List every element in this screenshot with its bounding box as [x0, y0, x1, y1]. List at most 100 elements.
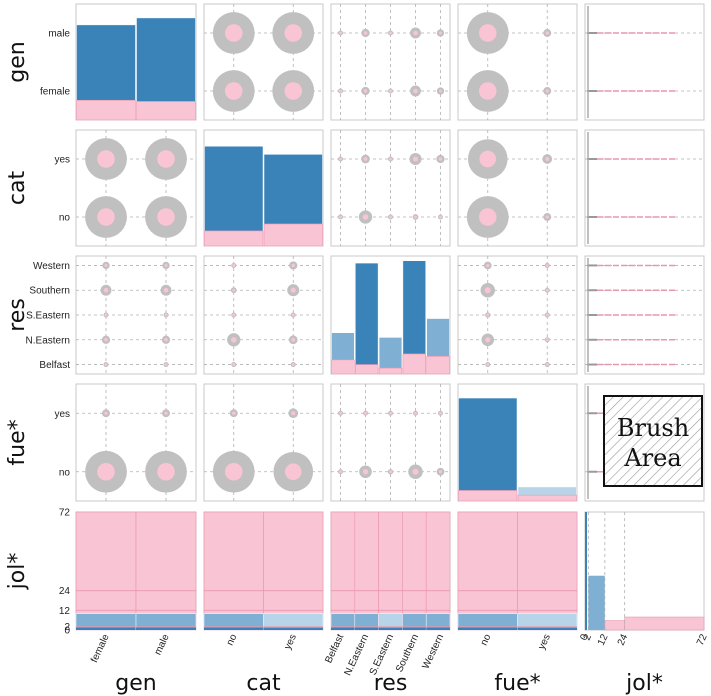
diag-highlight-male: [136, 101, 196, 121]
x-tick-label: male: [153, 632, 172, 657]
y-tick-label: Belfast: [39, 360, 70, 371]
diag-highlight-Southern: [402, 353, 426, 375]
highlight-circle: [224, 462, 243, 481]
diag-bar-N.Eastern: [355, 262, 379, 375]
highlight-circle: [389, 157, 392, 161]
y-tick-label: female: [40, 87, 70, 98]
highlight-circle: [478, 208, 497, 226]
x-tick-label: 0: [578, 632, 591, 642]
highlight-circle: [339, 89, 343, 93]
highlight-circle: [413, 215, 417, 219]
x-tick-label: yes: [536, 633, 553, 652]
panel-jol-cat: [203, 511, 324, 631]
highlight-circle: [545, 363, 549, 367]
hist-bar: [588, 575, 605, 630]
y-tick-label: no: [59, 467, 71, 478]
highlight-circle: [232, 313, 236, 317]
x-tick-label: Western: [421, 633, 447, 671]
y-tick-label: Southern: [29, 286, 70, 297]
column-variable-label: cat: [246, 671, 281, 696]
x-tick-label: no: [479, 632, 494, 647]
mosaic-cell-dark: [378, 627, 403, 630]
x-tick-label: 72: [695, 632, 710, 647]
highlight-circle: [478, 82, 497, 100]
column-variable-label: fue*: [494, 671, 540, 696]
highlight-circle: [104, 411, 108, 415]
highlight-circle: [545, 31, 549, 35]
highlight-circle: [164, 338, 168, 342]
highlight-circle: [157, 150, 175, 168]
highlight-circle: [164, 313, 168, 317]
x-tick-label: N.Eastern: [342, 633, 371, 678]
mosaic-cell: [263, 511, 324, 631]
mosaic-cell: [354, 511, 379, 631]
highlight-circle: [413, 411, 417, 415]
highlight-circle: [284, 82, 303, 100]
panel-fue-res: [330, 383, 451, 502]
mosaic-cell: [135, 511, 197, 631]
highlight-circle: [164, 263, 168, 267]
hist-bar: [585, 512, 587, 630]
mosaic-cell-dark: [426, 627, 450, 630]
highlight-circle: [486, 363, 490, 367]
highlight-circle: [363, 31, 368, 35]
highlight-circle: [389, 470, 392, 474]
highlight-circle: [339, 157, 343, 161]
panel-res-cat: [203, 255, 324, 375]
highlight-circle: [291, 363, 295, 367]
highlight-circle: [339, 411, 343, 415]
panel-jol-jol: [584, 511, 705, 631]
highlight-circle: [484, 287, 491, 294]
highlight-circle: [339, 215, 343, 219]
x-tick-label: no: [225, 632, 240, 647]
panel-res-fue: [457, 255, 578, 375]
mosaic-cell: [330, 511, 356, 631]
highlight-circle: [224, 82, 243, 100]
y-tick-label: 72: [59, 508, 71, 519]
highlight-circle: [438, 215, 442, 219]
highlight-circle: [485, 337, 491, 343]
highlight-circle: [284, 463, 302, 481]
y-tick-label: 12: [59, 606, 71, 617]
y-tick-label: yes: [54, 155, 70, 166]
highlight-circle: [362, 214, 369, 220]
panel-frame: [203, 255, 324, 375]
highlight-circle: [103, 287, 109, 293]
diag-highlight-no: [458, 490, 518, 502]
brush-label-line2: Area: [623, 444, 681, 472]
highlight-circle: [291, 313, 295, 317]
panel-cat-res: [330, 129, 451, 247]
mosaic-cell-dark: [458, 627, 518, 630]
highlight-circle: [97, 150, 115, 168]
y-tick-label: S.Eastern: [26, 311, 70, 322]
highlight-circle: [291, 411, 296, 416]
x-tick-label: female: [89, 632, 112, 664]
x-tick-label: Southern: [394, 633, 421, 674]
brush-area[interactable]: [603, 395, 703, 487]
panel-frame: [584, 3, 705, 121]
diag-highlight-yes: [263, 223, 323, 247]
brush-label-line1: Brush: [617, 414, 689, 442]
highlight-circle: [438, 470, 443, 474]
y-tick-label: 24: [59, 586, 71, 597]
highlight-circle: [478, 24, 497, 42]
y-tick-label: no: [59, 213, 71, 224]
column-variable-label: gen: [115, 671, 156, 696]
x-tick-label: Belfast: [323, 632, 346, 665]
panel-fue-gen: [75, 383, 197, 502]
row-variable-label: gen: [5, 41, 30, 82]
highlight-circle: [389, 89, 392, 93]
highlight-circle: [438, 89, 443, 93]
panel-jol-fue: [457, 511, 578, 631]
highlight-circle: [479, 150, 497, 168]
highlight-circle: [164, 411, 168, 415]
highlight-circle: [157, 208, 175, 226]
panel-fue-cat: [203, 383, 324, 502]
highlight-circle: [438, 411, 442, 415]
highlight-circle: [364, 411, 368, 415]
highlight-circle: [412, 468, 419, 475]
highlight-circle: [545, 215, 549, 219]
x-tick-label: 12: [596, 632, 611, 647]
highlight-circle: [363, 157, 368, 161]
